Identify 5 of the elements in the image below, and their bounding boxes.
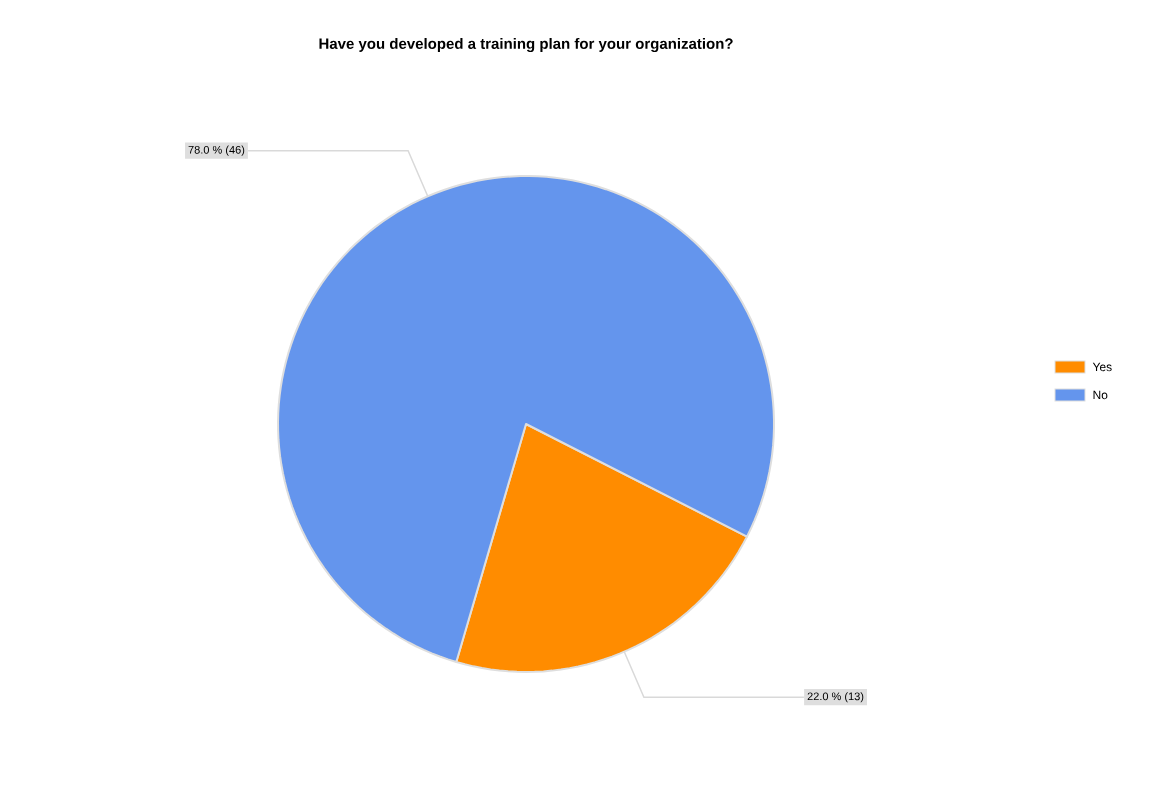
chart-title: Have you developed a training plan for your organization? [319,37,733,53]
data-label: 22.0 % (13) [807,692,864,703]
legend-label: No [1093,390,1108,400]
data-label: 78.0 % (46) [188,145,245,156]
legend-label: Yes [1092,362,1112,372]
